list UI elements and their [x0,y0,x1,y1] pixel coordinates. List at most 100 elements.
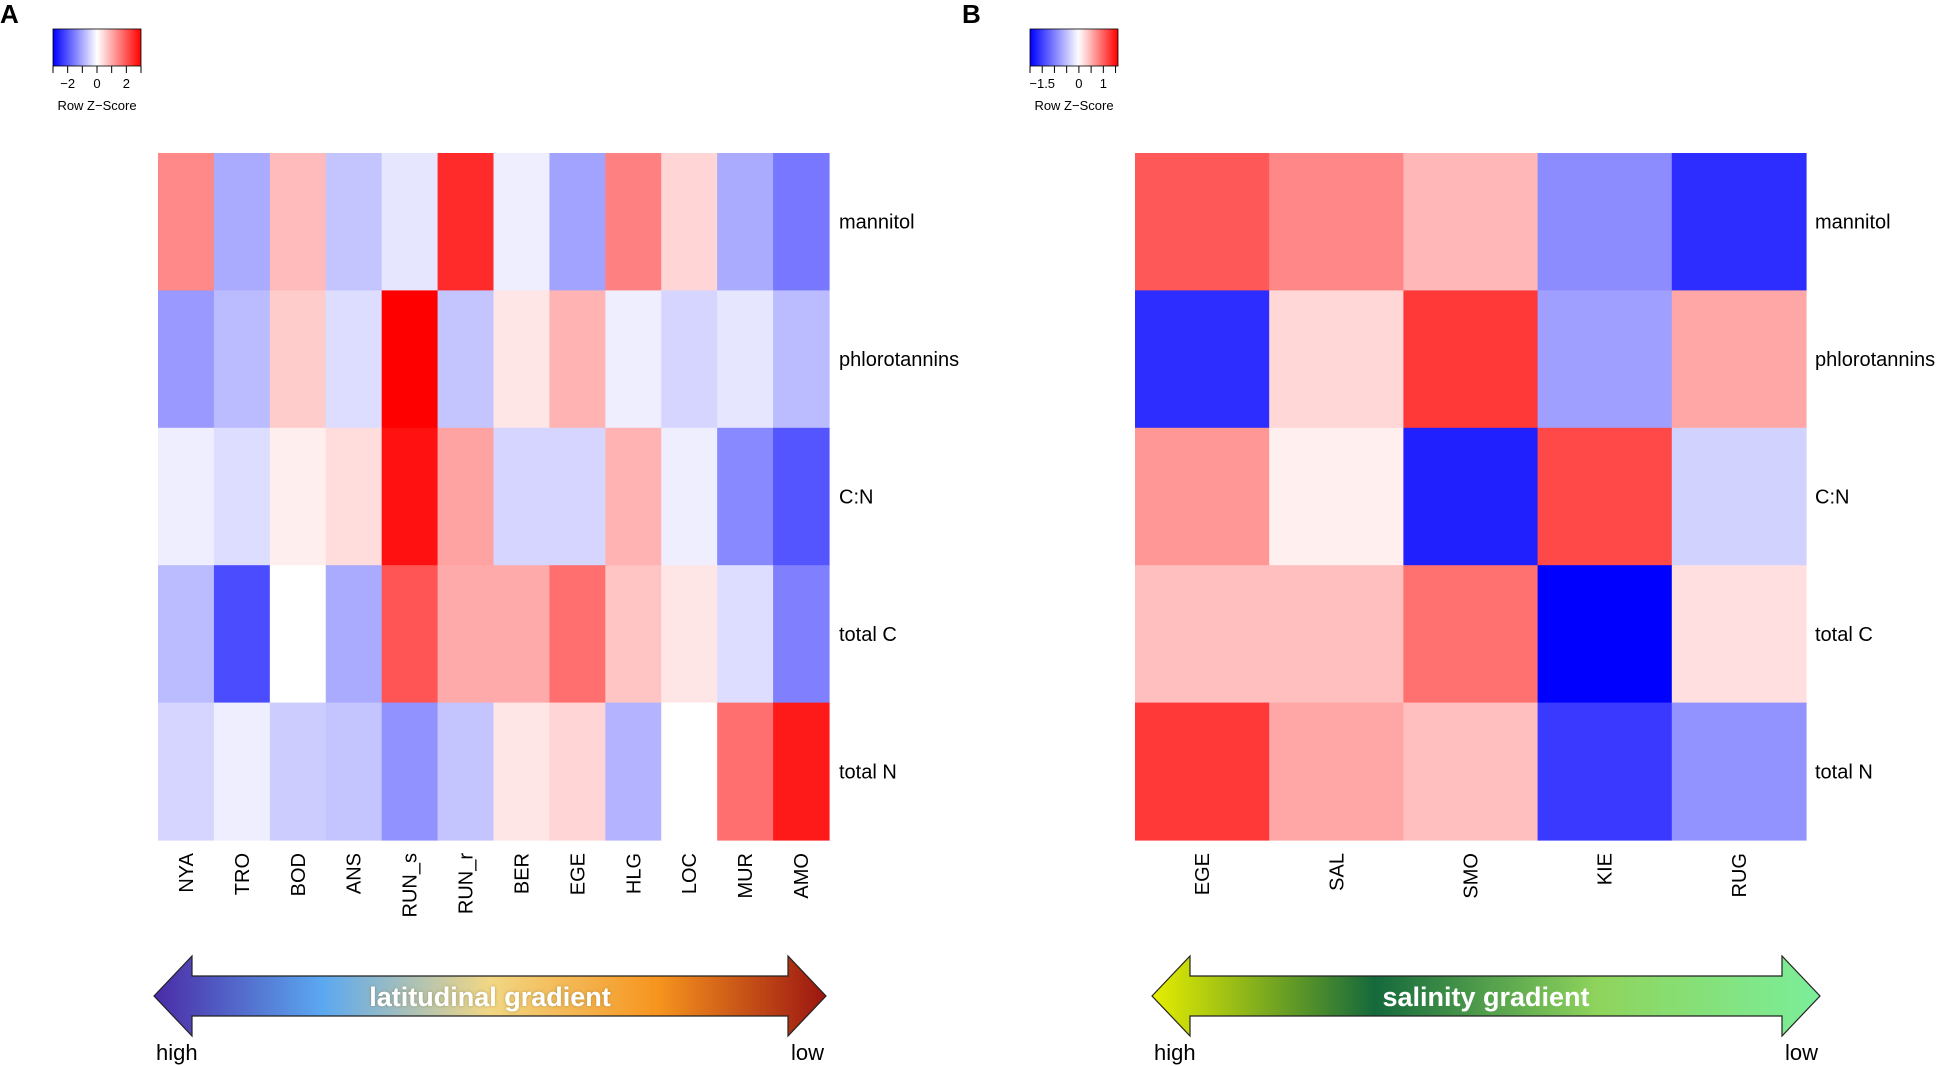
gradient-end-label-left: high [156,1040,198,1065]
column-label: BER [512,853,534,894]
heatmap-cell [269,290,327,429]
color-key-bar [52,28,142,67]
heatmap-cell [269,427,327,566]
heatmap-cell [549,290,606,429]
heatmap-cell [1269,153,1404,291]
heatmap-cell [1269,565,1404,704]
heatmap-cell [661,290,718,429]
panel-a: A −2 0 2 Row Z−Score mannitol phlorotannins C:N… [0,0,959,1065]
heatmap-cell [437,290,495,429]
heatmap-cell [1269,290,1404,429]
column-label: EGE [1192,853,1214,895]
row-label: total C [1815,624,1873,646]
heatmap-cell [1671,427,1807,566]
heatmap-cell [158,427,215,566]
gradient-end-label-right: low [1785,1040,1818,1065]
heatmap-cell [1403,427,1539,566]
color-key: −1.5 0 1 Row Z−Score [1029,28,1119,113]
heatmap-cell [661,427,718,566]
heatmap-cell [549,153,606,291]
heatmap-cell [213,565,271,704]
column-label: KIE [1595,853,1617,885]
heatmap-cell [1135,702,1270,841]
heatmap-cell [1537,290,1673,429]
row-label: phlorotannins [839,349,959,371]
column-label: ANS [344,853,366,894]
heatmap-cell [213,290,271,429]
heatmap-cell [661,153,718,291]
heatmap-cell [325,290,383,429]
heatmap-cell [773,153,830,291]
heatmap-cell [661,565,718,704]
gradient-arrow: latitudinal gradient [153,954,827,1038]
heatmap-cell [269,565,327,704]
heatmap-cell [1671,702,1807,841]
heatmap-cell [269,702,327,841]
heatmap-cell [381,290,439,429]
heatmap-cell [773,565,830,704]
color-key-tick-label: 2 [123,76,130,91]
column-label: HLG [623,853,645,894]
heatmap-cell [1537,565,1673,704]
heatmap-cell [381,702,439,841]
heatmap-cell [1135,153,1270,291]
heatmap-cell [381,153,439,291]
heatmap-cell [1671,153,1807,291]
heatmap-cell [549,702,606,841]
row-label: total C [839,624,897,646]
gradient-arrow: salinity gradient [1151,954,1821,1038]
row-label: C:N [1815,487,1849,509]
heatmap-cell [661,702,718,841]
heatmap-cell [1537,153,1673,291]
heatmap-cell [549,427,606,566]
panel-letter: B [962,0,981,29]
heatmap-cell [605,427,662,566]
heatmap-cell [213,427,271,566]
heatmap-cell [1403,565,1539,704]
gradient-end-label-left: high [1154,1040,1196,1065]
row-label: total N [839,761,897,783]
heatmap-cell [158,153,215,291]
column-label: RUN_s [400,853,422,917]
column-label: SAL [1326,853,1348,891]
heatmap-cell [493,565,551,704]
heatmap-cell [1135,290,1270,429]
heatmap-cell [213,702,271,841]
column-label: EGE [567,853,589,895]
heatmap-cell [437,427,495,566]
gradient-arrow-shape [153,954,827,1038]
heatmap-cell [493,153,551,291]
heatmap-cell [325,702,383,841]
heatmap-cell [773,702,830,841]
heatmap-cell [213,153,271,291]
heatmap-cell [437,702,495,841]
color-key-bar [1029,28,1119,67]
heatmap-cells [158,153,830,841]
heatmap-cell [605,153,662,291]
row-label: mannitol [1815,212,1891,234]
heatmap-cell [1671,565,1807,704]
heatmap-cell [717,427,774,566]
heatmap-cell [158,290,215,429]
heatmap-cell [1537,702,1673,841]
column-label: NYA [176,852,198,892]
heatmap-cell [1671,290,1807,429]
heatmap-cell [1403,153,1539,291]
heatmap-cell [605,702,662,841]
column-label: TRO [232,853,254,895]
color-key-tick-label: −2 [60,76,75,91]
heatmap-cell [1403,702,1539,841]
heatmap-cell [549,565,606,704]
row-label: mannitol [839,212,915,234]
color-key-title: Row Z−Score [1034,98,1113,113]
heatmap-cell [437,565,495,704]
heatmap-cell [605,290,662,429]
panel-letter: A [0,0,19,29]
column-label: RUN_r [456,853,478,914]
row-label: phlorotannins [1815,349,1935,371]
heatmap-cells [1135,153,1807,841]
color-key-tick-label: −1.5 [1029,76,1055,91]
panel-b: B −1.5 0 1 Row Z−Score mannitol phlorotannins C… [962,0,1935,1065]
heatmap-cell [1135,427,1270,566]
